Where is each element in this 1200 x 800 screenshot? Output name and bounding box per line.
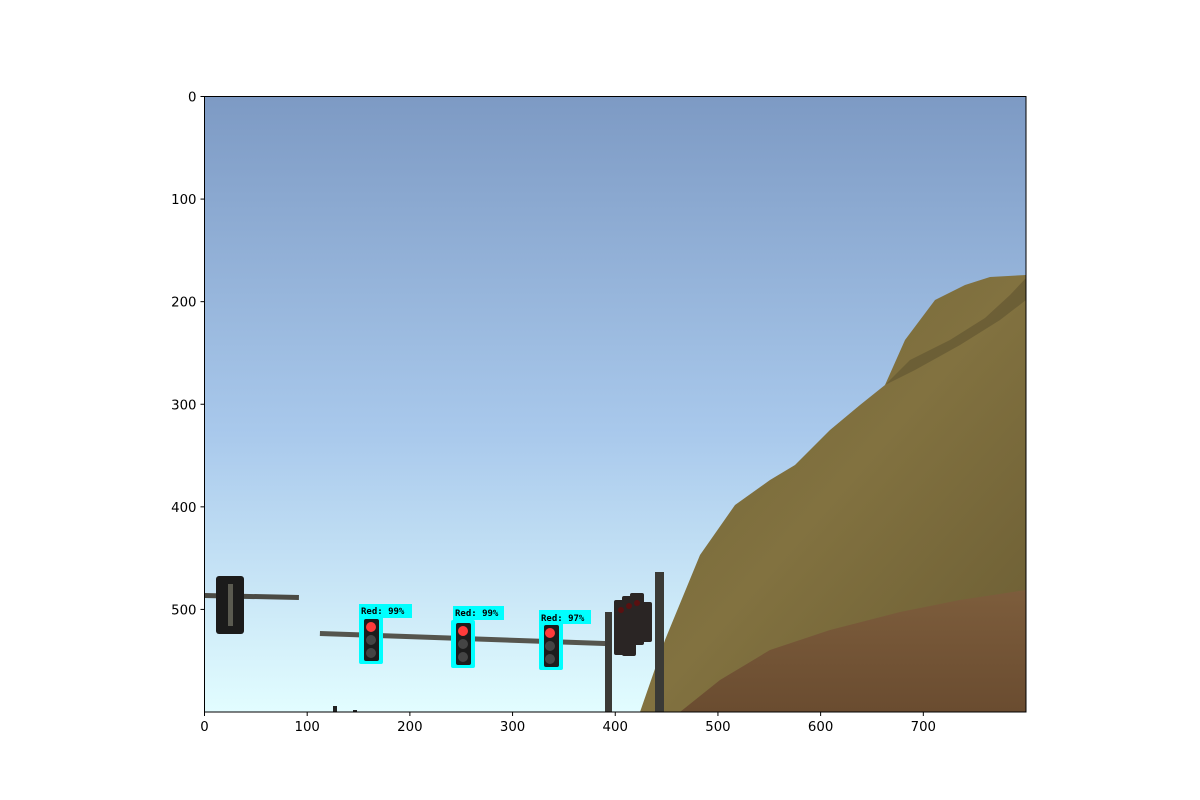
detection-label: Red: 99%: [455, 609, 499, 619]
hill: [640, 275, 1026, 712]
y-tick-label: 0: [188, 91, 196, 106]
traffic-light-cluster: [614, 593, 652, 656]
y-tick-label: 400: [171, 501, 196, 516]
x-tick-label: 600: [808, 720, 833, 735]
detection-box: Red: 97%: [539, 610, 591, 670]
y-tick-label: 300: [171, 398, 196, 413]
detection-box: Red: 99%: [451, 606, 504, 668]
x-axis: 0 100 200 300 400 500 600 700: [200, 712, 936, 735]
y-tick-label: 500: [171, 603, 196, 618]
detection-label: Red: 99%: [361, 607, 405, 617]
x-tick-label: 700: [911, 720, 936, 735]
camera-image: Red: 99% Red: 99% Red: 97%: [204, 96, 1026, 712]
hill-ridge: [885, 278, 1026, 385]
x-tick-label: 100: [294, 720, 319, 735]
x-tick-label: 300: [500, 720, 525, 735]
detection-box: Red: 99%: [359, 604, 412, 664]
y-tick-label: 100: [171, 193, 196, 208]
x-tick-label: 0: [200, 720, 208, 735]
detection-label: Red: 97%: [541, 614, 585, 624]
dirt-mound: [680, 590, 1026, 712]
x-tick-label: 200: [397, 720, 422, 735]
y-axis: 0 100 200 300 400 500: [171, 91, 205, 618]
x-tick-label: 400: [603, 720, 628, 735]
pole-2: [655, 572, 664, 712]
pole-1: [605, 612, 612, 712]
y-tick-label: 200: [171, 296, 196, 311]
x-tick-label: 500: [705, 720, 730, 735]
